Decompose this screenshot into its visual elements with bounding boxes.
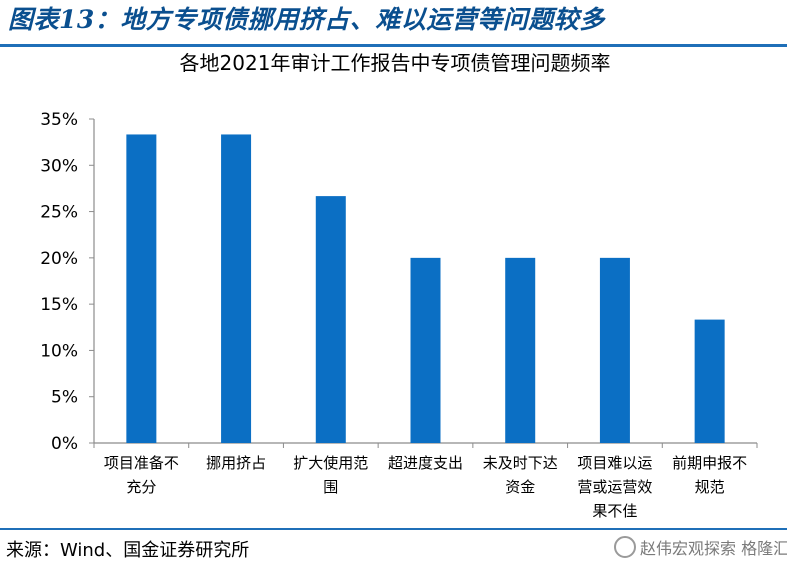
watermark-text: 赵伟宏观探索 格隆汇: [640, 539, 787, 558]
source-divider: [0, 528, 787, 530]
x-category-label: 挪用挤占: [206, 454, 266, 472]
bar: [221, 134, 252, 444]
x-category-label: 扩大使用范围: [293, 454, 368, 496]
y-tick-label: 15%: [40, 295, 78, 315]
wechat-icon: [614, 536, 636, 558]
chart-title: 各地2021年审计工作报告中专项债管理问题频率: [180, 51, 611, 75]
bar: [694, 319, 725, 443]
y-tick-label: 30%: [40, 156, 78, 176]
x-category-label: 前期申报不规范: [672, 454, 747, 496]
bar: [505, 257, 536, 443]
bars: [126, 134, 725, 444]
x-category-label: 项目准备不充分: [104, 454, 179, 496]
watermark: 赵伟宏观探索 格隆汇: [614, 530, 787, 568]
y-tick-label: 20%: [40, 249, 78, 269]
source-note: 来源：Wind、国金证券研究所: [6, 540, 250, 561]
bar: [599, 257, 630, 443]
y-tick-label: 5%: [51, 388, 78, 408]
title-divider: [0, 44, 787, 47]
y-tick-labels: 0% 5% 10% 15% 20% 25% 30% 35%: [40, 110, 78, 454]
x-category-labels: 项目准备不充分 挪用挤占 扩大使用范围 超进度支出 未及时下达资金项目难以运营或运营效果…: [104, 454, 747, 520]
y-tick-label: 0%: [51, 434, 78, 454]
x-category-label: 项目难以运营或运营效果不佳: [577, 454, 652, 520]
y-tick-label: 10%: [40, 341, 78, 361]
bar-chart: 各地2021年审计工作报告中专项债管理问题频率 0% 5% 10% 15% 20% 25%…: [40, 51, 758, 520]
bar: [126, 134, 157, 444]
x-category-label: 未及时下达资金: [483, 454, 558, 496]
y-tick-label: 25%: [40, 203, 78, 223]
bar: [315, 196, 346, 443]
figure-title: 图表13：地方专项债挪用挤占、难以运营等问题较多: [8, 5, 605, 34]
y-tick-label: 35%: [40, 110, 78, 130]
x-category-label: 超进度支出: [388, 454, 463, 472]
bar: [410, 257, 441, 443]
